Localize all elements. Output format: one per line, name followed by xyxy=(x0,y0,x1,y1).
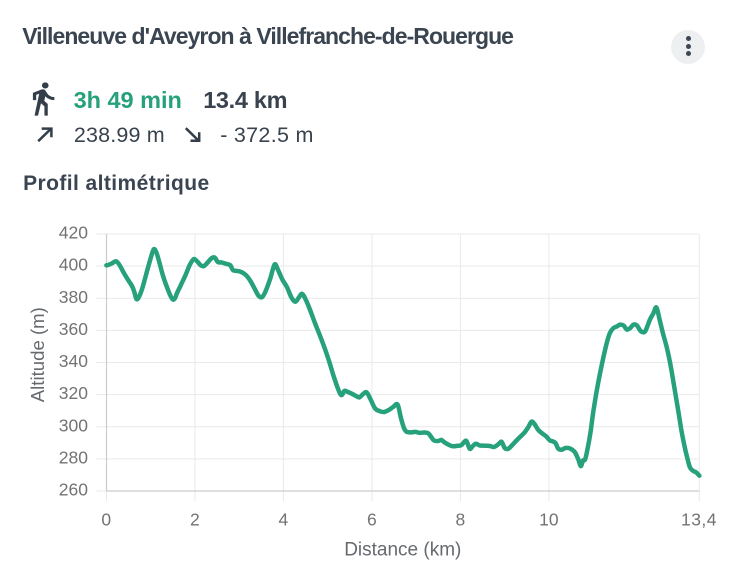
svg-text:320: 320 xyxy=(59,383,88,403)
svg-text:6: 6 xyxy=(367,510,377,530)
svg-text:380: 380 xyxy=(59,287,88,307)
svg-text:0: 0 xyxy=(101,510,111,530)
svg-text:400: 400 xyxy=(59,255,88,275)
svg-text:280: 280 xyxy=(59,448,88,468)
svg-text:420: 420 xyxy=(59,223,88,243)
svg-text:4: 4 xyxy=(279,510,289,530)
svg-text:2: 2 xyxy=(190,510,200,530)
svg-text:300: 300 xyxy=(59,415,88,435)
svg-text:Distance (km): Distance (km) xyxy=(344,540,461,561)
svg-text:Altitude (m): Altitude (m) xyxy=(27,307,48,402)
svg-text:10: 10 xyxy=(539,510,559,530)
svg-text:340: 340 xyxy=(59,351,88,371)
svg-text:360: 360 xyxy=(59,319,88,339)
svg-text:260: 260 xyxy=(59,480,88,500)
svg-text:8: 8 xyxy=(456,510,466,530)
svg-text:13,4: 13,4 xyxy=(681,510,717,530)
